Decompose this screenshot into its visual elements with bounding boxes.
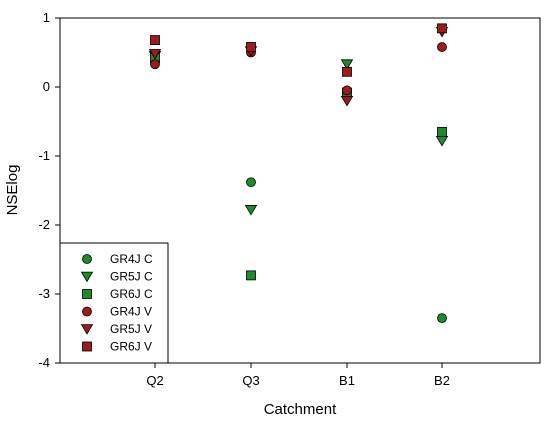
- legend-label: GR4J C: [110, 252, 153, 266]
- legend-marker: [82, 289, 92, 299]
- data-point-series-5: [437, 23, 447, 34]
- y-tick-label: -1: [38, 148, 50, 163]
- data-point-series-5: [246, 42, 256, 52]
- legend-label: GR6J V: [110, 340, 152, 354]
- legend-marker: [80, 324, 94, 335]
- data-point-series-3: [342, 85, 352, 96]
- y-tick-label: 0: [43, 79, 50, 94]
- data-point-series-4: [148, 49, 162, 60]
- data-point-series-0: [437, 313, 447, 324]
- data-point-series-5: [150, 35, 160, 45]
- data-point-series-4: [340, 96, 354, 107]
- x-tick-label: Q3: [242, 373, 259, 388]
- y-tick-label: 1: [43, 10, 50, 25]
- x-axis: Q2 Q3 B1 B2: [146, 363, 450, 388]
- legend-marker: [80, 271, 94, 283]
- x-tick-label: B2: [434, 373, 450, 388]
- x-tick-label: B1: [339, 373, 355, 388]
- data-point-series-2: [437, 126, 447, 137]
- x-axis-title: Catchment: [264, 401, 337, 418]
- data-point-series-3: [437, 42, 447, 52]
- legend-label: GR5J C: [110, 270, 153, 284]
- legend-box: [59, 242, 169, 364]
- data-points: [148, 23, 449, 324]
- legend-label: GR5J V: [110, 322, 152, 336]
- data-point-series-1: [340, 59, 354, 70]
- legend-marker: [82, 254, 92, 264]
- data-point-series-5: [342, 66, 352, 77]
- legend-label: GR6J C: [110, 287, 153, 301]
- y-tick-label: -4: [38, 355, 50, 370]
- legend-label: GR4J V: [110, 305, 152, 319]
- x-tick-label: Q2: [146, 373, 163, 388]
- y-axis: 1 0 -1 -2 -3 -4: [38, 10, 60, 370]
- data-point-series-0: [246, 177, 256, 188]
- legend-marker: [82, 306, 92, 317]
- legend-marker: [82, 341, 92, 352]
- data-point-series-2: [246, 270, 256, 281]
- y-tick-label: -3: [38, 286, 50, 301]
- data-point-series-1: [244, 205, 258, 216]
- y-axis-title: NSElog: [4, 165, 21, 216]
- data-point-series-3: [150, 59, 160, 70]
- y-tick-label: -2: [38, 217, 50, 232]
- legend: GR4J C GR5J C GR6J C GR4J V GR5J V GR6J V: [59, 242, 169, 364]
